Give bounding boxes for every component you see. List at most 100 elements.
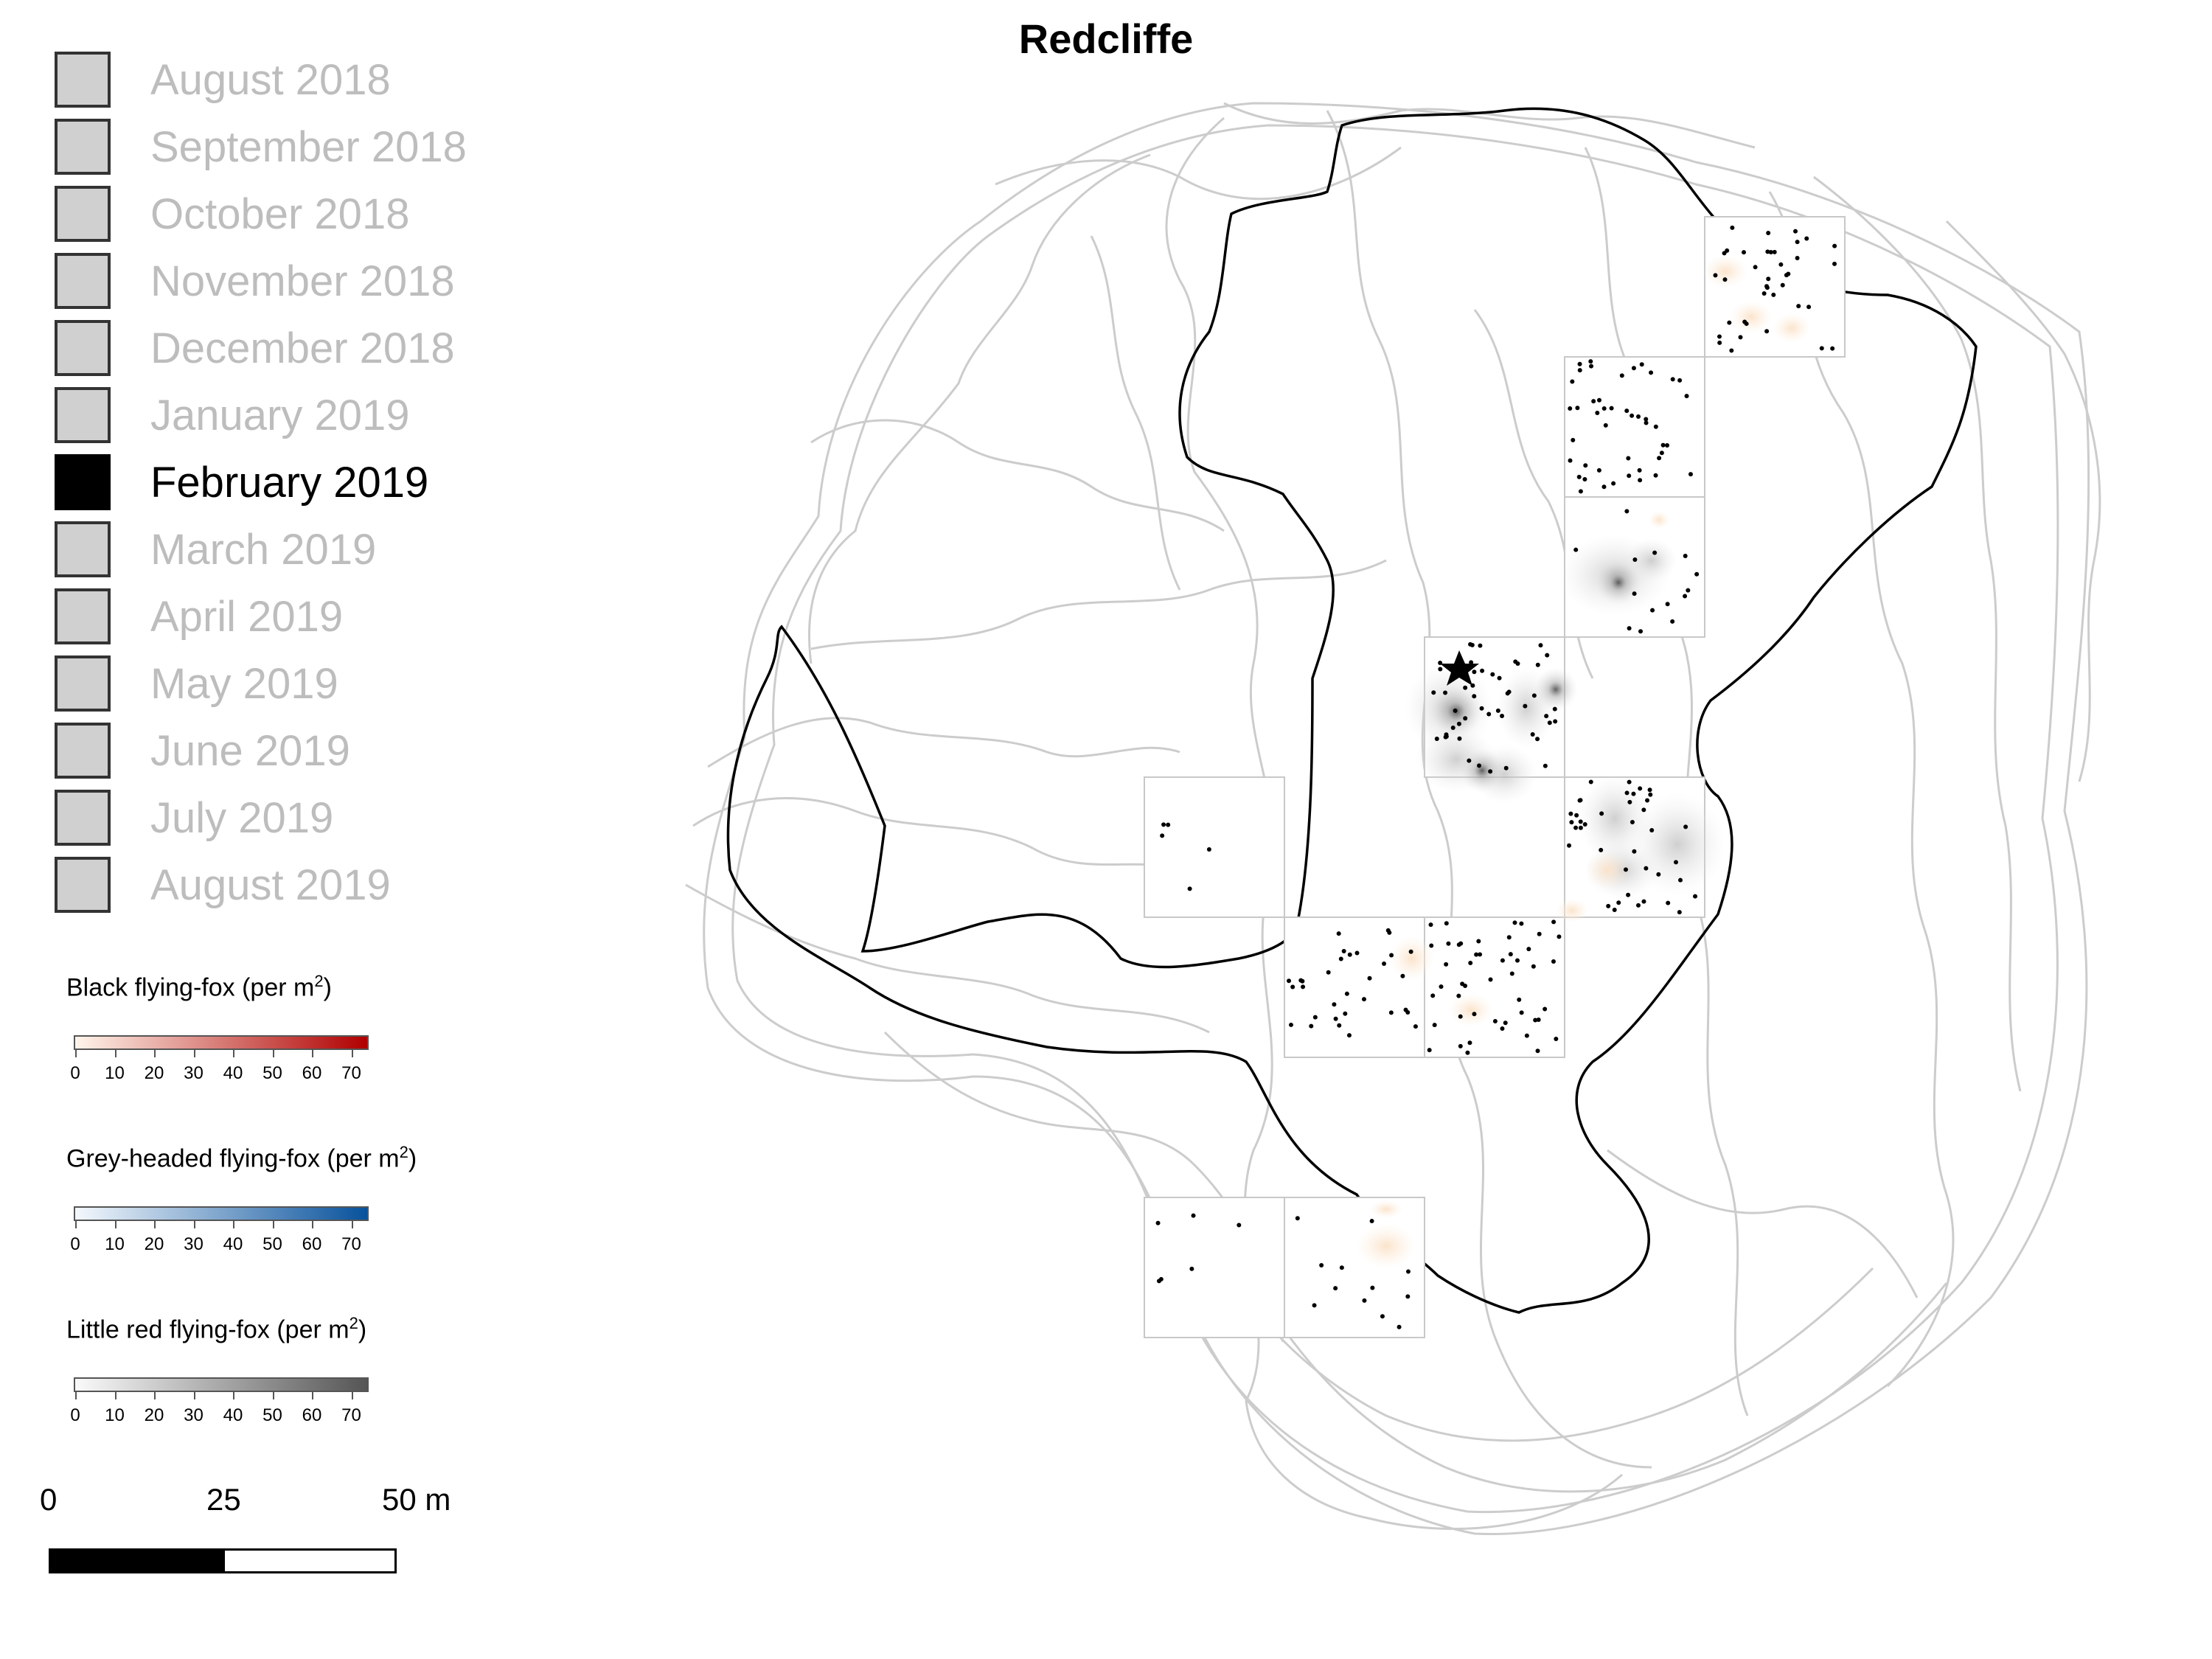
roost-tree-dot: [1819, 346, 1824, 351]
month-swatch[interactable]: [55, 790, 111, 846]
roost-tree-dot: [1568, 406, 1573, 411]
little-red-density-core: [1534, 667, 1578, 712]
roost-tree-dot: [1413, 1024, 1418, 1029]
colorbar-tick-label: 20: [144, 1405, 164, 1425]
month-swatch[interactable]: [55, 253, 111, 309]
month-swatch[interactable]: [55, 857, 111, 913]
month-swatch[interactable]: [55, 588, 111, 644]
colorbar-tick-mark: [75, 1392, 77, 1399]
roost-tree-dot: [1753, 265, 1758, 270]
colorbar-tick-label: 70: [341, 1405, 361, 1425]
roost-tree-dot: [1650, 608, 1655, 613]
colorbar-tick-label: 0: [70, 1234, 80, 1254]
roost-tree-dot: [1616, 900, 1621, 905]
roost-tree-dot: [1343, 1011, 1348, 1016]
roost-tree-dot: [1479, 706, 1484, 711]
colorbar-tick-mark: [114, 1221, 116, 1228]
colorbar-tick-mark: [233, 1392, 234, 1399]
density-colorbar: [74, 1377, 369, 1392]
colorbar-tick-label: 40: [223, 1234, 243, 1254]
roost-tree-dot: [1632, 849, 1637, 854]
roost-tree-dot: [1519, 1010, 1524, 1015]
roost-tree-dot: [1536, 1017, 1541, 1022]
roost-tree-dot: [1369, 1219, 1374, 1224]
roost-tree-dot: [1665, 442, 1670, 448]
roost-tree-dot: [1599, 847, 1604, 852]
roost-tree-dot: [1503, 765, 1509, 771]
colorbar-tick-label: 40: [223, 1063, 243, 1083]
track-line: [703, 102, 2090, 1536]
roost-tree-dot: [1611, 481, 1616, 486]
roost-tree-dot: [1649, 827, 1655, 832]
colorbar-tick-label: 0: [70, 1405, 80, 1425]
track-line: [1223, 102, 1756, 149]
roost-tree-dot: [1648, 792, 1653, 797]
black-flying-fox-density-blob: [1357, 1224, 1416, 1268]
month-swatch[interactable]: [55, 320, 111, 376]
roost-tree-dot: [1430, 993, 1436, 998]
month-swatch[interactable]: [55, 723, 111, 779]
roost-tree-dot: [1575, 406, 1580, 411]
roost-tree-dot: [1354, 950, 1360, 956]
roost-tree-dot: [1795, 255, 1800, 260]
roost-tree-dot: [1772, 249, 1777, 254]
roost-tree-dot: [1637, 467, 1642, 473]
colorbar-tick-mark: [312, 1392, 313, 1399]
roost-tree-dot: [1380, 1314, 1385, 1319]
roost-tree-dot: [1160, 833, 1165, 838]
roost-tree-dot: [1631, 791, 1636, 796]
roost-tree-dot: [1577, 798, 1582, 803]
roost-tree-dot: [1431, 690, 1436, 695]
roost-tree-dot: [1298, 978, 1304, 983]
roost-tree-dot: [1458, 1014, 1463, 1019]
roost-tree-dot: [1312, 1303, 1317, 1308]
colorbar-tick-mark: [193, 1392, 195, 1399]
roost-tree-dot: [1568, 458, 1573, 463]
roost-tree-dot: [1665, 602, 1670, 607]
colorbar-tick-mark: [272, 1221, 274, 1228]
roost-tree-dot: [1638, 478, 1643, 483]
roost-tree-dot: [1463, 685, 1468, 690]
roost-tree-dot: [1523, 703, 1528, 709]
month-label: July 2019: [150, 794, 334, 842]
roost-tree-dot: [1666, 900, 1671, 905]
black-flying-fox-density-blob: [1703, 255, 1747, 288]
map-title: Redcliffe: [1018, 15, 1194, 62]
roost-tree-dot: [1506, 935, 1512, 940]
roost-tree-dot: [1673, 860, 1678, 865]
month-swatch[interactable]: [55, 521, 111, 577]
roost-tree-dot: [1472, 1012, 1477, 1017]
roost-tree-dot: [1583, 463, 1588, 468]
roost-tree-dot: [1568, 811, 1573, 816]
roost-tree-dot: [1577, 368, 1582, 373]
legend-title-close: ): [358, 1315, 367, 1344]
legend-title-close: ): [323, 973, 332, 1002]
roost-tree-dot: [1333, 1286, 1338, 1291]
roost-tree-dot: [1624, 509, 1630, 514]
roost-tree-dot: [1500, 1026, 1505, 1032]
month-swatch[interactable]: [55, 387, 111, 443]
track-line: [707, 717, 1180, 768]
roost-tree-dot: [1832, 243, 1837, 248]
track-line: [1090, 235, 1181, 591]
month-swatch[interactable]: [55, 655, 111, 712]
month-swatch[interactable]: [55, 186, 111, 242]
colorbar-tick-label: 10: [105, 1063, 125, 1083]
legend-title-superscript: 2: [399, 1143, 408, 1161]
month-swatch[interactable]: [55, 52, 111, 108]
month-swatch[interactable]: [55, 119, 111, 175]
black-flying-fox-density-blob: [1390, 936, 1434, 981]
colorbar-tick-mark: [233, 1050, 234, 1057]
roost-tree-dot: [1463, 716, 1468, 721]
roost-tree-dot: [1535, 737, 1540, 742]
roost-tree-dot: [1408, 949, 1413, 954]
roost-tree-dot: [1624, 790, 1630, 796]
roost-tree-dot: [1388, 1010, 1394, 1015]
scale-bar-black-segment: [49, 1548, 223, 1573]
roost-tree-dot: [1535, 662, 1540, 667]
roost-tree-dot: [1524, 1033, 1529, 1038]
month-swatch[interactable]: [55, 454, 111, 510]
roost-tree-dot: [1467, 758, 1472, 763]
roost-tree-dot: [1456, 721, 1461, 726]
roost-tree-dot: [1338, 956, 1343, 961]
